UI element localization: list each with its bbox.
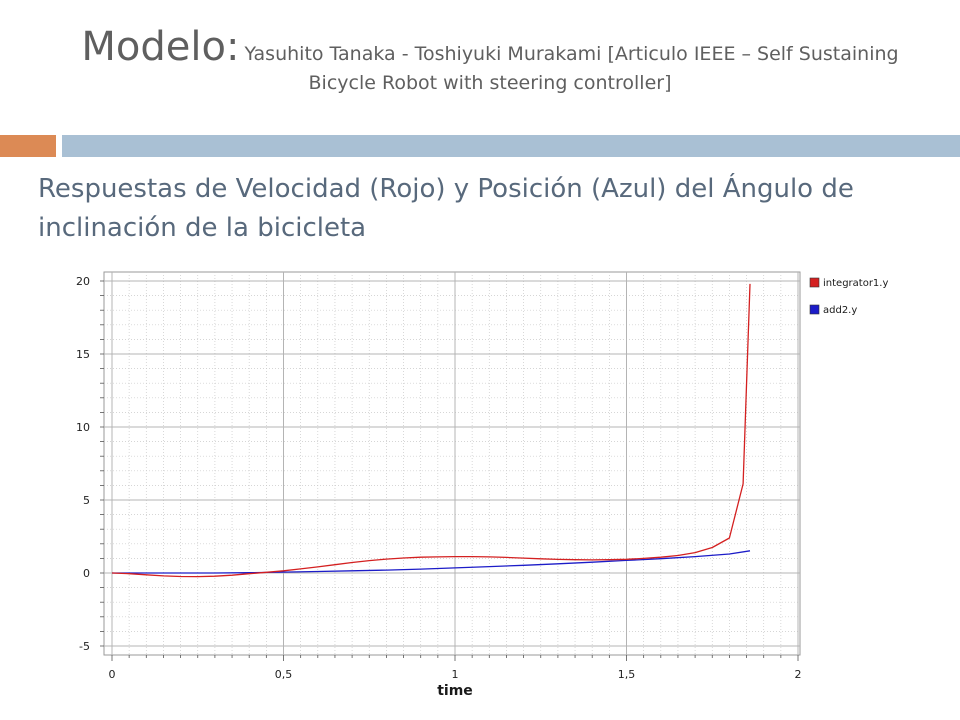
chart-grid <box>103 271 801 656</box>
series-line-add2-y <box>112 550 751 574</box>
legend-label: add2.y <box>823 305 857 316</box>
chart-series <box>111 283 751 578</box>
x-tick-label: 0,5 <box>275 668 293 681</box>
plot-frame <box>103 271 801 656</box>
y-tick-label: 5 <box>83 494 90 507</box>
x-axis-label: time <box>437 683 473 699</box>
accent-bar <box>0 135 56 157</box>
y-tick-label: 10 <box>76 421 90 434</box>
x-tick-label: 2 <box>795 668 802 681</box>
title-main: Modelo: <box>81 24 240 70</box>
legend-label: integrator1.y <box>823 278 888 289</box>
series-line-integrator1-y <box>111 283 751 578</box>
y-tick-label: 0 <box>83 567 90 580</box>
chart-legend: integrator1.y add2.y <box>809 277 888 316</box>
y-tick-label: -5 <box>79 640 90 653</box>
slide-title: Modelo: Yasuhito Tanaka - Toshiyuki Mura… <box>60 22 920 96</box>
legend-swatch <box>809 304 820 315</box>
x-tick-label: 1 <box>452 668 459 681</box>
chart-axes: -5 0 5 10 15 20 0 0,5 1 1,5 2 time <box>76 275 802 699</box>
x-tick-label: 1,5 <box>618 668 636 681</box>
slide-subtitle: Respuestas de Velocidad (Rojo) y Posició… <box>38 174 854 243</box>
legend-swatch <box>809 277 820 288</box>
header-bar <box>62 135 960 157</box>
title-sub: Yasuhito Tanaka - Toshiyuki Murakami [Ar… <box>244 43 899 94</box>
y-tick-label: 15 <box>76 348 90 361</box>
y-tick-label: 20 <box>76 275 90 288</box>
x-tick-label: 0 <box>109 668 116 681</box>
